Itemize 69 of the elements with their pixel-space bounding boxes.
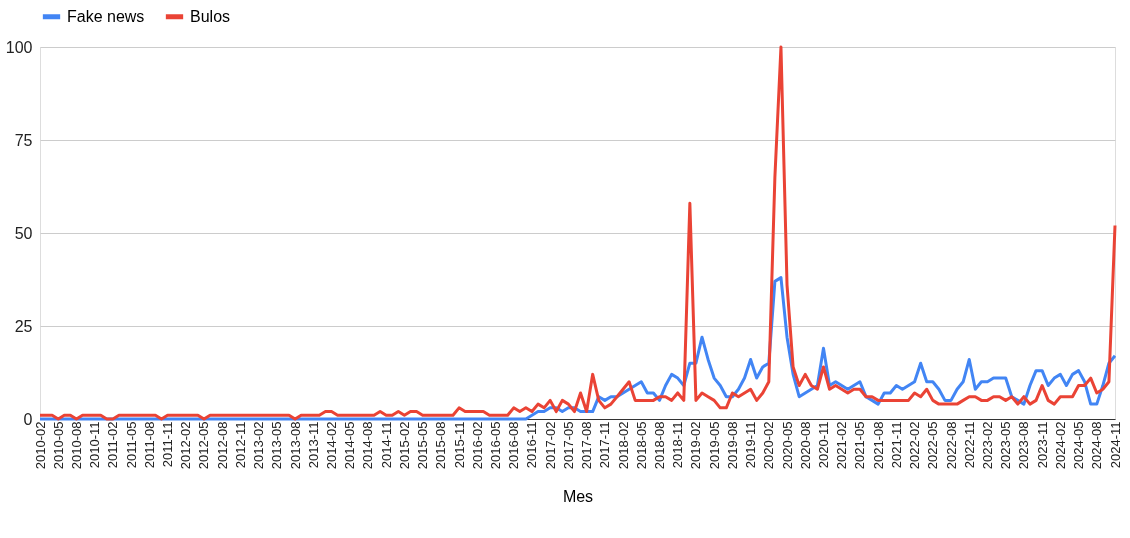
x-tick-label: 2015-05 [415,421,431,470]
x-tick-label: 2017-05 [560,421,576,470]
legend-label: Bulos [190,7,231,25]
legend-label: Fake news [67,7,145,25]
x-tick-label: 2018-08 [651,421,667,470]
x-tick-label: 2022-05 [925,421,941,470]
x-tick-label: 2012-02 [178,421,194,470]
x-tick-label: 2016-11 [524,421,540,469]
x-tick-label: 2023-05 [998,421,1014,470]
x-tick-label: 2010-08 [68,421,84,470]
x-tick-label: 2010-11 [87,421,103,469]
x-tick-label: 2019-05 [706,421,722,470]
x-tick-label: 2021-02 [834,421,850,470]
x-tick-label: 2016-05 [488,421,504,470]
x-tick-label: 2014-05 [342,421,358,470]
x-tick-label: 2022-08 [943,421,959,470]
x-tick-label: 2012-08 [214,421,230,470]
x-tick-label: 2019-02 [688,421,704,470]
x-tick-label: 2023-02 [979,421,995,470]
x-tick-label: 2013-11 [305,421,321,469]
x-tick-label: 2021-05 [852,421,868,470]
x-tick-label: 2013-08 [287,421,303,470]
x-tick-label: 2014-02 [324,421,340,470]
x-tick-label: 2020-02 [761,421,777,470]
x-tick-label: 2024-05 [1071,421,1087,470]
x-tick-label: 2017-08 [579,421,595,470]
x-tick-label: 2018-02 [615,421,631,470]
x-tick-label: 2019-08 [724,421,740,470]
x-tick-label: 2021-08 [870,421,886,470]
x-tick-label: 2014-08 [360,421,376,470]
x-axis-title: Mes [562,488,594,506]
x-tick-label: 2011-02 [105,421,121,469]
x-tick-label: 2011-08 [141,421,157,469]
x-tick-label: 2016-08 [506,421,522,470]
x-tick-label: 2024-02 [1052,421,1068,470]
x-tick-label: 2021-11 [888,421,904,469]
line-series [38,45,1117,421]
x-tick-label: 2012-11 [232,421,248,469]
x-tick-label: 2012-05 [196,421,212,470]
x-tick-label: 2019-11 [743,421,759,469]
x-tick-label: 2017-02 [542,421,558,470]
x-tick-label: 2010-02 [32,421,48,470]
x-tick-label: 2020-08 [797,421,813,470]
y-tick-label: 75 [14,131,33,149]
x-tick-label: 2024-11 [1107,421,1123,469]
x-tick-label: 2010-05 [50,421,66,470]
x-tick-label: 2022-02 [907,421,923,470]
x-tick-label: 2011-05 [123,421,139,469]
x-tick-label: 2015-02 [396,421,412,470]
x-tick-label: 2020-05 [779,421,795,470]
x-tick-label: 2015-08 [433,421,449,470]
x-tick-label: 2011-11 [160,421,176,468]
y-tick-label: 50 [14,224,33,242]
x-tick-label: 2013-05 [269,421,285,470]
x-tick-label: 2015-11 [451,421,467,469]
x-tick-label: 2018-05 [633,421,649,470]
x-tick-label: 2018-11 [670,421,686,469]
x-tick-label: 2024-08 [1089,421,1105,470]
x-tick-label: 2022-11 [961,421,977,469]
y-tick-label: 25 [14,317,33,335]
x-tick-label: 2016-02 [469,421,485,470]
x-tick-label: 2020-11 [815,421,831,469]
y-tick-label: 100 [5,38,33,56]
x-tick-label: 2014-11 [378,421,394,469]
x-tick-label: 2017-11 [597,421,613,469]
y-tick-label: 0 [23,410,33,428]
x-tick-label: 2023-11 [1034,421,1050,469]
x-tick-label: 2023-08 [1016,421,1032,470]
x-tick-label: 2013-02 [251,421,267,470]
